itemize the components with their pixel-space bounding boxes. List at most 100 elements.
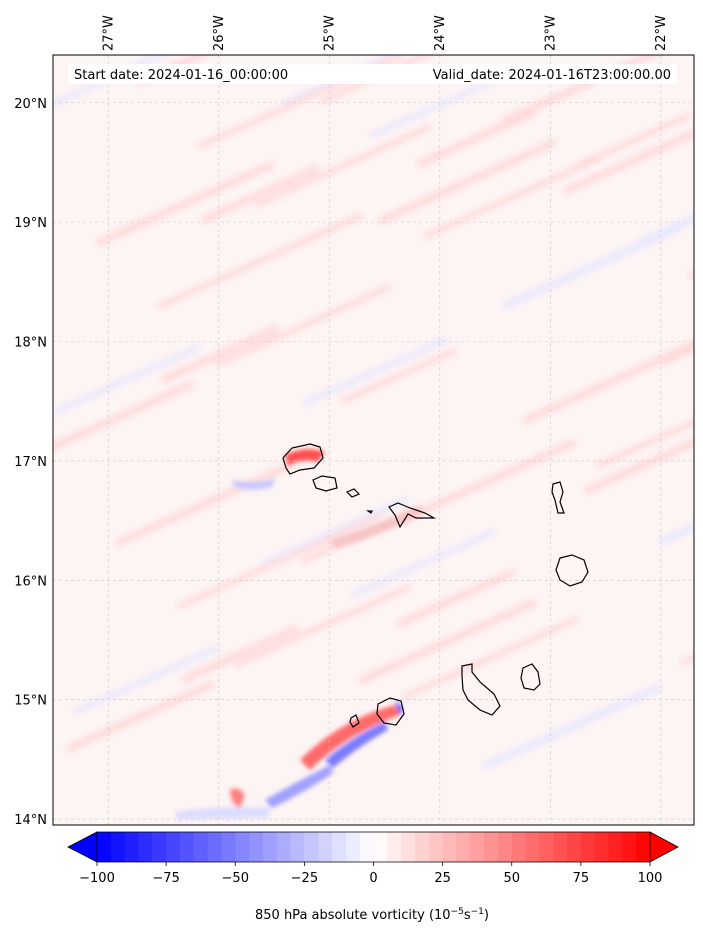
- colorbar-extend-max: [649, 831, 679, 863]
- island-santiago: [461, 663, 501, 716]
- positive-streak: [181, 625, 299, 683]
- positive-streak: [397, 569, 515, 627]
- island-razo: [366, 510, 373, 514]
- lon-tick-label: 22°W: [654, 15, 669, 51]
- negative-streak: [483, 684, 661, 769]
- positive-streak: [378, 139, 556, 224]
- positive-streak: [358, 599, 536, 684]
- lat-tick-label: 19°N: [14, 216, 47, 231]
- positive-streak: [177, 513, 383, 609]
- colorbar-ticks: −100 −75 −50 −25 0 25 50 75 100: [79, 862, 662, 886]
- colorbar-segment: [359, 832, 374, 862]
- positive-streak: [161, 325, 279, 383]
- colorbar-segment: [636, 832, 651, 862]
- colorbar-segment: [318, 832, 333, 862]
- negative-vorticity-tip: [395, 700, 402, 716]
- map-frame: [52, 54, 695, 826]
- lon-tick-label: 25°W: [322, 15, 337, 51]
- colorbar-segment: [97, 832, 112, 862]
- negative-streak: [74, 645, 220, 714]
- colorbar-segment: [553, 832, 568, 862]
- colorbar-segment: [345, 832, 361, 862]
- lon-tick-label: 26°W: [212, 15, 227, 51]
- negative-streak: [350, 529, 496, 598]
- colorbar-segment: [179, 832, 195, 862]
- lon-tick-label: 24°W: [433, 15, 448, 51]
- colorbar-segment: [539, 832, 554, 862]
- colorbar-segment: [221, 832, 236, 862]
- positive-streak: [201, 165, 319, 223]
- colorbar-segment: [456, 832, 471, 862]
- positive-streak: [215, 284, 391, 367]
- colorbar-label: 850 hPa absolute vorticity (10−5s−1): [255, 907, 489, 923]
- colorbar-segment: [332, 832, 347, 862]
- negative-streak: [503, 224, 681, 309]
- island-boa-vista: [555, 554, 589, 587]
- negative-streak: [54, 345, 200, 414]
- colorbar-segment: [193, 832, 209, 862]
- colorbar-segment: [262, 832, 278, 862]
- lon-tick-label: 27°W: [101, 15, 116, 51]
- colorbar-tick-label: 50: [503, 871, 520, 886]
- positive-streak: [564, 128, 694, 194]
- positive-streak: [157, 213, 363, 309]
- colorbar-tick-label: 75: [573, 871, 590, 886]
- colorbar-segment: [276, 832, 292, 862]
- lat-tick-label: 18°N: [14, 336, 47, 351]
- field-features: [175, 449, 424, 820]
- longitude-ticks: 27°W 26°W 25°W 24°W 23°W 22°W: [101, 15, 669, 51]
- positive-vorticity-spot: [230, 788, 245, 808]
- positive-streak: [417, 109, 535, 167]
- colorbar-tick-label: 100: [638, 871, 663, 886]
- positive-streak: [255, 124, 431, 207]
- colorbar-segment: [401, 832, 416, 862]
- colorbar-segment: [235, 832, 250, 862]
- colorbar-segment: [567, 832, 582, 862]
- colorbar-tick-label: 0: [369, 871, 377, 886]
- colorbar-segment: [525, 832, 540, 862]
- colorbar-segment: [138, 832, 153, 862]
- island-maio: [520, 663, 541, 691]
- colorbar-segment: [110, 832, 126, 862]
- colorbar-segment: [207, 832, 222, 862]
- lat-tick-label: 16°N: [14, 574, 47, 589]
- colorbar-segment: [124, 832, 139, 862]
- lat-tick-label: 14°N: [14, 813, 47, 828]
- colorbar-segment: [414, 832, 430, 862]
- colorbar-tick-label: −75: [152, 871, 179, 886]
- start-date-label: Start date: 2024-01-16_00:00:00: [74, 68, 288, 83]
- negative-vorticity-edge: [175, 807, 270, 820]
- positive-streak: [116, 461, 294, 546]
- colorbar-tick-label: −100: [79, 871, 115, 886]
- islands: [282, 443, 589, 728]
- latitude-ticks: 20°N 19°N 18°N 17°N 16°N 15°N 14°N: [14, 97, 47, 828]
- positive-streak: [66, 681, 214, 752]
- colorbar-segment: [470, 832, 485, 862]
- positive-streak: [96, 161, 274, 246]
- positive-streak: [584, 437, 694, 494]
- negative-streak: [262, 497, 408, 566]
- positive-vorticity-core: [285, 449, 325, 466]
- colorbar-segment: [304, 832, 319, 862]
- colorbar-segment: [290, 832, 305, 862]
- positive-streak: [576, 112, 692, 168]
- island-fogo: [376, 697, 405, 726]
- colorbar-segment: [608, 832, 623, 862]
- positive-streak: [403, 616, 579, 699]
- valid-date-label: Valid_date: 2024-01-16T23:00:00.00: [433, 68, 671, 83]
- colorbar-tick-label: 25: [434, 871, 451, 886]
- negative-vorticity-wake: [325, 722, 388, 768]
- colorbar-segment: [166, 832, 181, 862]
- negative-streak: [302, 337, 448, 406]
- header-box: [68, 64, 677, 84]
- positive-streak: [235, 584, 411, 667]
- colorbar-segment: [484, 832, 499, 862]
- colorbar-segment: [373, 832, 388, 862]
- colorbar-segment: [622, 832, 637, 862]
- lat-tick-label: 17°N: [14, 455, 47, 470]
- negative-streak: [659, 522, 694, 545]
- colorbar-segment: [580, 832, 596, 862]
- positive-streak: [340, 348, 456, 404]
- colorbar-tick-label: −25: [291, 871, 318, 886]
